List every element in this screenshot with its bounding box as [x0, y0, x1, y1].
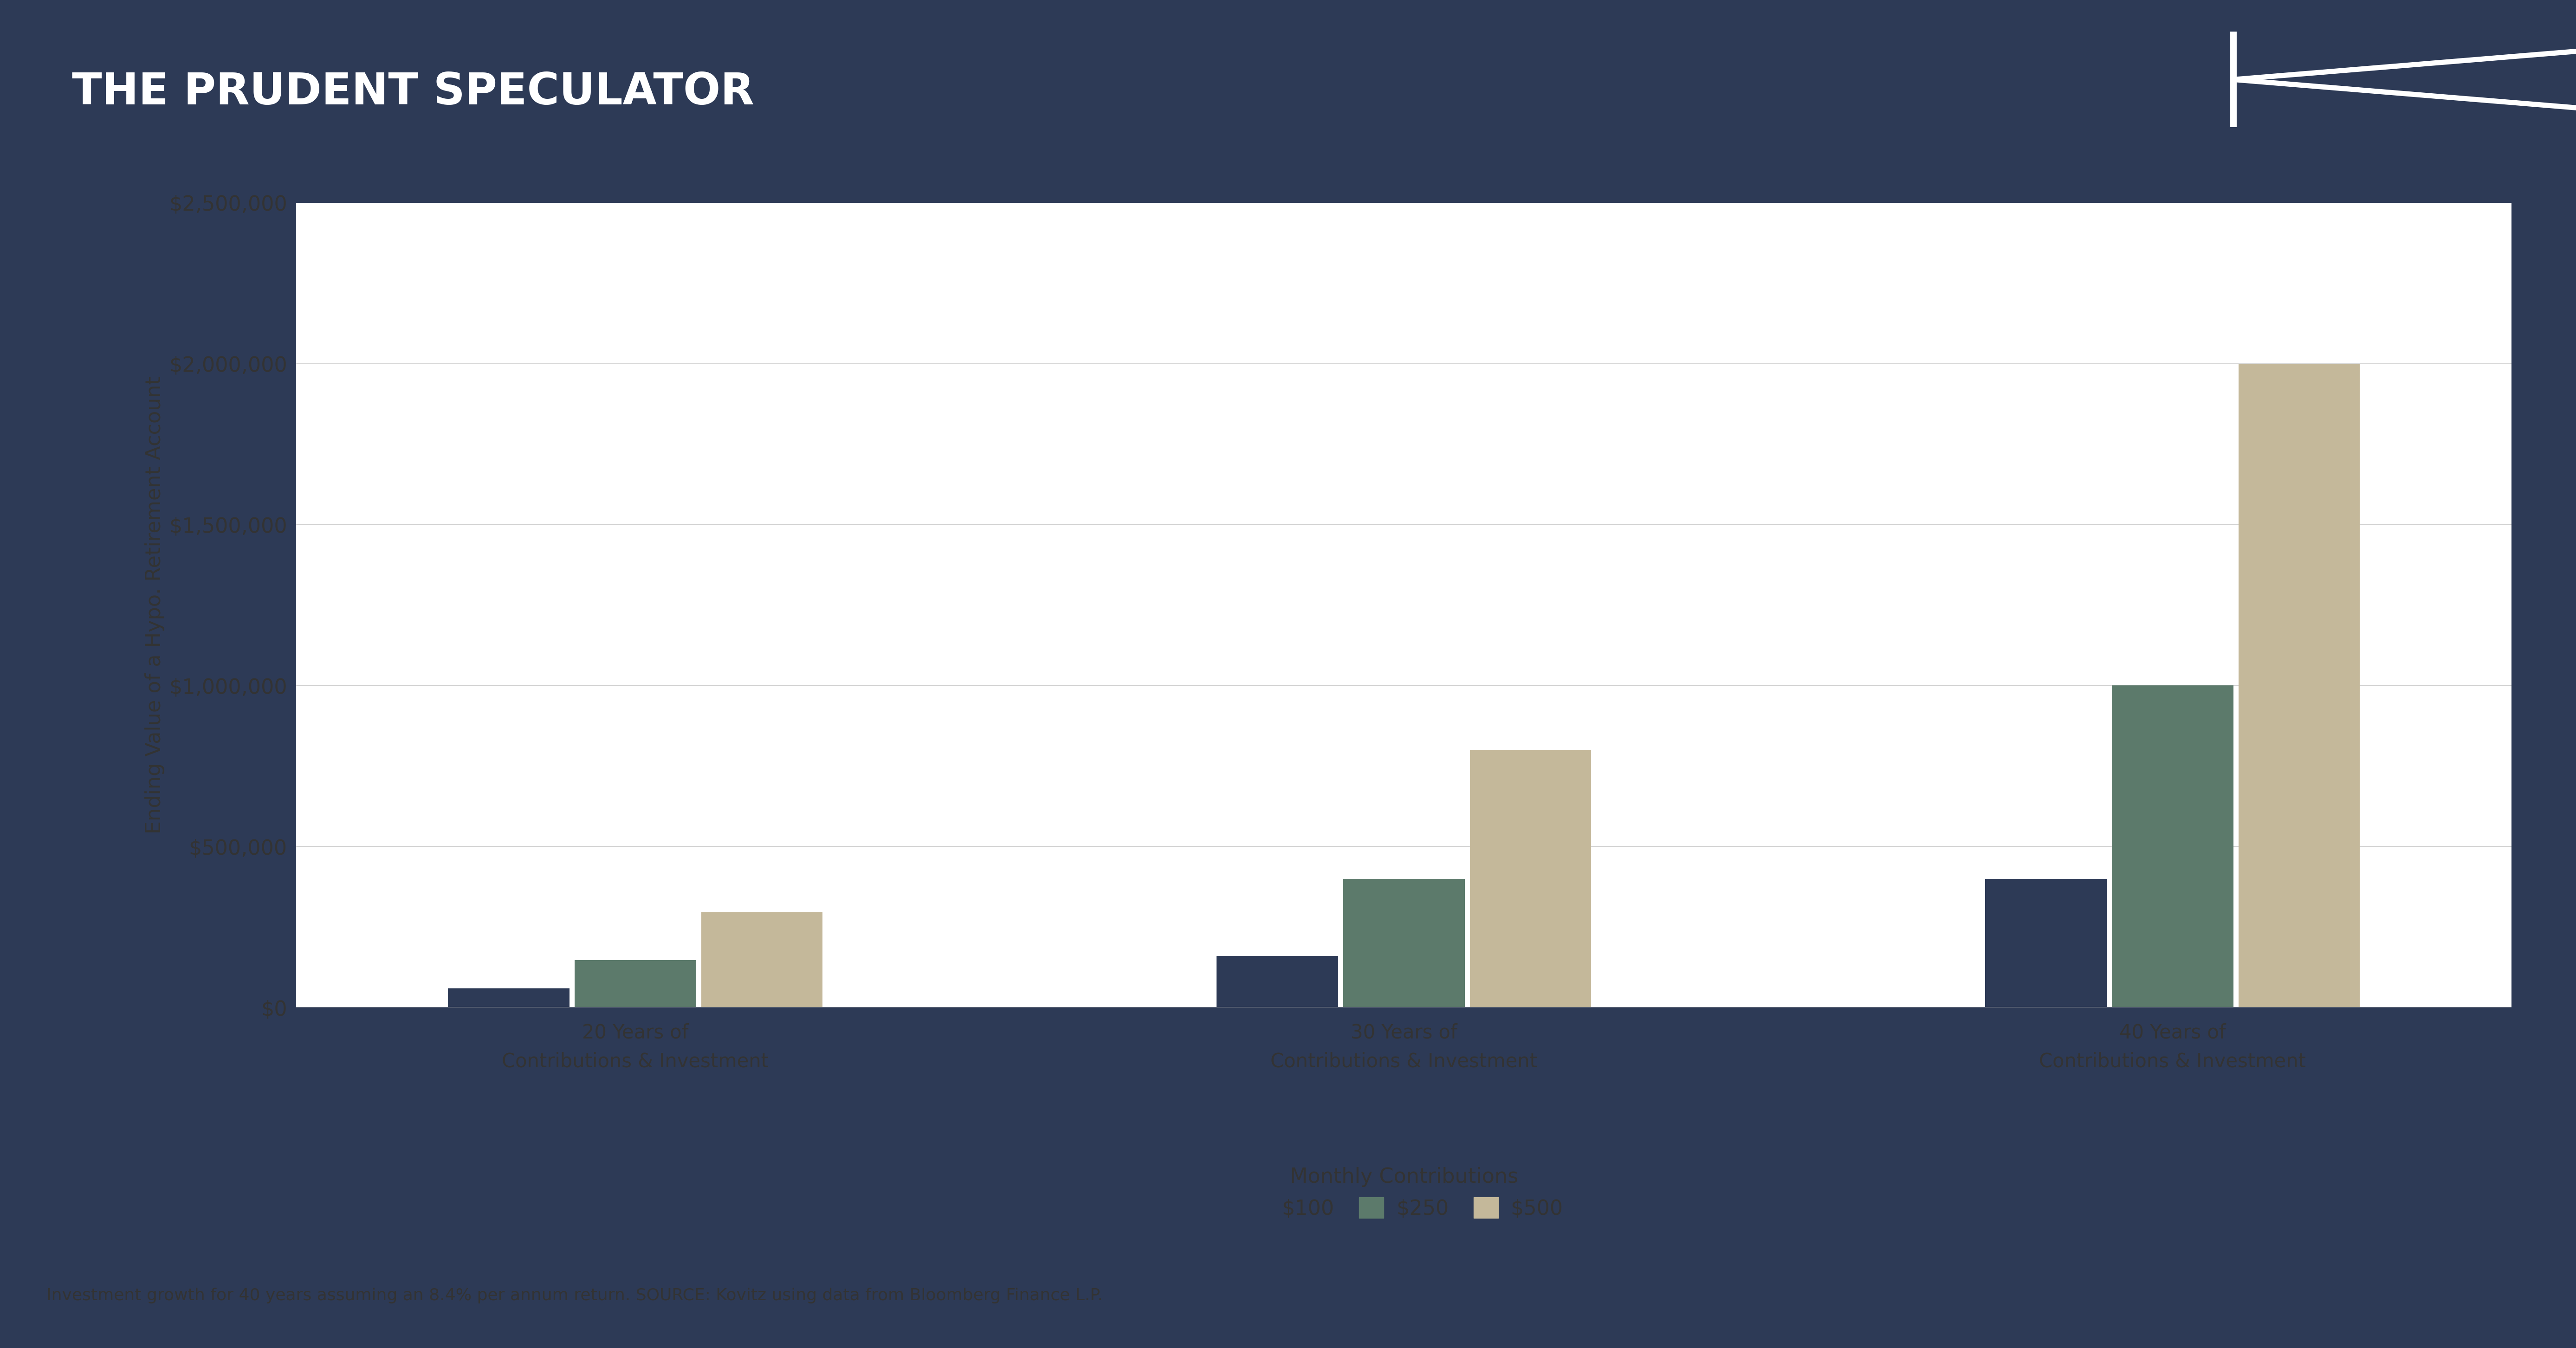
- Bar: [2112, 686, 2233, 1007]
- Text: THE PRUDENT SPECULATOR: THE PRUDENT SPECULATOR: [72, 71, 755, 113]
- Bar: [1342, 879, 1466, 1007]
- Bar: [2239, 364, 2360, 1007]
- Text: Investment growth for 40 years assuming an 8.4% per annum return. SOURCE: Kovitz: Investment growth for 40 years assuming …: [46, 1287, 1103, 1304]
- Bar: [448, 988, 569, 1007]
- Bar: [1471, 749, 1592, 1007]
- Bar: [574, 960, 696, 1007]
- Legend: $100, $250, $500: $100, $250, $500: [1244, 1167, 1564, 1219]
- Bar: [1986, 879, 2107, 1007]
- Bar: [1216, 956, 1337, 1007]
- Bar: [701, 913, 822, 1007]
- Y-axis label: Ending Value of a Hypo. Retirement Account: Ending Value of a Hypo. Retirement Accou…: [144, 376, 165, 834]
